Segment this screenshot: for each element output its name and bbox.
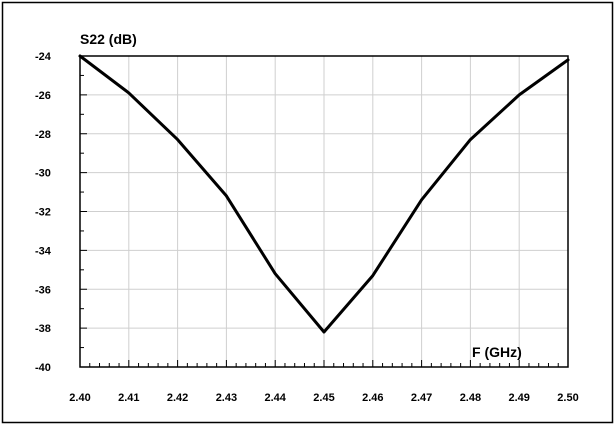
x-tick-label: 2.42 [167, 392, 188, 404]
y-tick-label: -36 [35, 284, 51, 296]
x-tick-label: 2.44 [264, 392, 286, 404]
y-tick-label: -24 [35, 51, 52, 63]
x-tick-label: 2.49 [508, 392, 529, 404]
y-tick-label: -26 [35, 90, 51, 102]
y-tick-label: -40 [35, 362, 51, 374]
x-axis-title: F (GHz) [472, 344, 522, 360]
series-line [78, 54, 570, 334]
x-axis-tick-labels: 2.40 2.41 2.42 2.43 2.44 2.45 2.46 2.47 2.48 2.49… [69, 392, 578, 404]
y-axis-title: S22 (dB) [80, 31, 137, 47]
x-tick-label: 2.40 [69, 392, 90, 404]
y-tick-label: -30 [35, 168, 51, 180]
x-tick-label: 2.48 [460, 392, 481, 404]
x-tick-label: 2.46 [362, 392, 383, 404]
x-tick-label: 2.50 [557, 392, 578, 404]
x-tick-label: 2.47 [411, 392, 432, 404]
series-group [78, 54, 570, 334]
y-tick-label: -32 [35, 207, 51, 219]
x-tick-label: 2.41 [118, 392, 139, 404]
y-tick-label: -38 [35, 323, 51, 335]
x-tick-label: 2.45 [313, 392, 334, 404]
x-tick-label: 2.43 [216, 392, 237, 404]
y-tick-label: -28 [35, 129, 51, 141]
y-tick-label: -34 [35, 245, 52, 257]
y-axis-tick-labels: -24 -26 -28 -30 -32 -34 -36 -38 -40 [35, 51, 52, 374]
axis-ticks [79, 55, 569, 368]
